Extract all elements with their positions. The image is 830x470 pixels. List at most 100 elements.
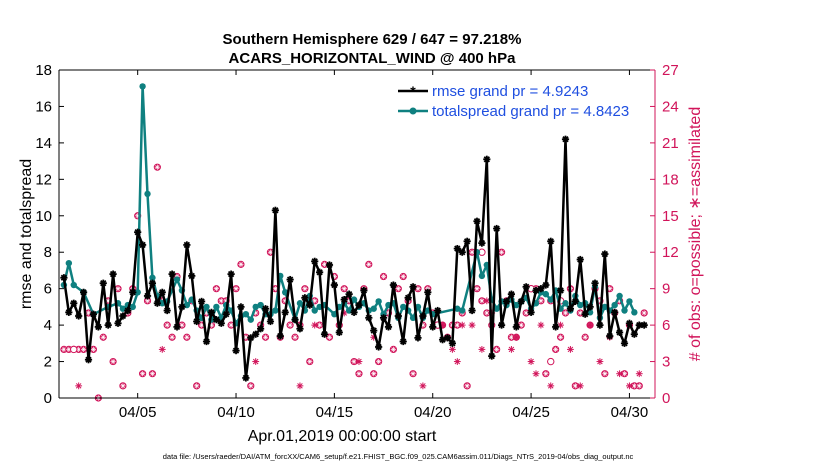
obs-assimilated-star: [355, 358, 363, 365]
spread-point: [65, 259, 73, 267]
obs-assimilated-point: [179, 322, 185, 328]
plot-area: [59, 70, 655, 398]
obs-assimilated-point: [464, 383, 470, 389]
obs-assimilated-point: [380, 273, 387, 280]
obs-assimilated-point: [149, 371, 156, 377]
rmse-point: [615, 328, 624, 336]
rmse-point: [404, 294, 412, 302]
rmse-point: [296, 325, 304, 333]
legend-spread-marker: [409, 107, 417, 115]
obs-assimilated-star: [576, 382, 584, 390]
obs-assimilated-star: [448, 346, 456, 353]
rmse-point: [153, 299, 161, 307]
rmse-point: [222, 310, 230, 318]
chart-title: Southern Hemisphere 629 / 647 = 97.218%: [223, 31, 522, 48]
rmse-point: [448, 339, 456, 347]
x-tick-label: 04/20: [414, 404, 452, 421]
rmse-point: [158, 288, 166, 296]
obs-assimilated-point: [636, 383, 642, 389]
spread-point: [311, 307, 318, 314]
obs-assimilated-point: [562, 310, 569, 316]
spread-point: [547, 296, 554, 303]
rmse-point: [306, 301, 314, 309]
rmse-point: [635, 321, 643, 329]
obs-assimilated-point: [400, 273, 406, 280]
rmse-point: [483, 155, 491, 163]
rmse-point: [611, 308, 619, 316]
rmse-point: [276, 332, 284, 340]
rmse-point: [379, 314, 388, 322]
rmse-point: [261, 305, 270, 313]
obs-assimilated-point: [543, 371, 549, 377]
y-tick-label: 8: [44, 244, 52, 261]
rmse-point: [606, 332, 614, 340]
spread-point: [370, 305, 377, 312]
y-right-tick-label: 3: [662, 354, 670, 371]
spread-point: [621, 307, 628, 314]
rmse-point: [198, 297, 206, 306]
spread-point: [513, 301, 520, 309]
obs-assimilated-point: [287, 322, 293, 328]
y-right-tick-label: 9: [662, 281, 670, 298]
obs-assimilated-point: [164, 322, 170, 328]
rmse-point: [340, 296, 348, 304]
y-right-tick-label: 6: [662, 317, 670, 334]
y-tick-label: 6: [44, 281, 52, 298]
spread-point: [350, 296, 358, 303]
y-tick-label: 4: [44, 317, 52, 334]
rmse-point: [119, 312, 127, 320]
rmse-point: [355, 301, 363, 309]
obs-assimilated-point: [602, 371, 608, 377]
rmse-point: [493, 224, 501, 233]
spread-point: [626, 298, 633, 305]
footer-note: data file: /Users/raeder/DAI/ATM_forcXX/…: [163, 452, 634, 461]
rmse-point: [512, 323, 520, 331]
obs-assimilated-star: [527, 358, 535, 365]
obs-assimilated-point: [85, 310, 92, 316]
rmse-point: [497, 321, 506, 329]
obs-assimilated-point: [154, 164, 160, 170]
rmse-point: [517, 297, 525, 306]
x-tick-label: 04/05: [119, 404, 157, 421]
rmse-point: [571, 297, 579, 306]
rmse-point: [70, 299, 78, 307]
rmse-point: [173, 323, 181, 331]
obs-assimilated-star: [547, 382, 555, 390]
spread-point: [247, 316, 254, 323]
obs-assimilated-star: [419, 382, 427, 390]
obs-assimilated-star: [252, 358, 260, 365]
obs-assimilated-star: [296, 382, 304, 390]
rmse-point: [291, 316, 299, 324]
obs-assimilated-point: [538, 298, 544, 304]
rmse-point: [566, 305, 575, 313]
spread-point: [577, 301, 584, 309]
obs-assimilated-point: [518, 322, 524, 328]
obs-assimilated-point: [302, 286, 308, 292]
spread-point: [493, 305, 500, 312]
rmse-point: [109, 270, 117, 278]
rmse-point: [227, 270, 235, 278]
rmse-point: [507, 290, 516, 298]
rmse-point: [129, 288, 137, 296]
rmse-point: [394, 312, 402, 320]
obs-assimilated-point: [248, 383, 254, 389]
rmse-point: [640, 321, 648, 329]
obs-assimilated-point: [479, 298, 485, 304]
chart-subtitle: ACARS_HORIZONTAL_WIND @ 400 hPa: [229, 50, 517, 67]
rmse-point: [188, 272, 196, 280]
obs-assimilated-star: [532, 370, 540, 378]
spread-point: [149, 274, 156, 281]
obs-assimilated-star: [158, 346, 166, 353]
legend-rmse-label: rmse grand pr = 4.9243: [432, 83, 588, 100]
y-right-tick-label: 15: [662, 208, 679, 225]
obs-assimilated-point: [115, 286, 121, 292]
rmse-point: [79, 288, 88, 296]
obs-assimilated-point: [582, 334, 588, 340]
obs-assimilated-star: [453, 358, 461, 365]
rmse-point: [453, 244, 461, 253]
obs-assimilated-point: [120, 383, 126, 389]
spread-point: [616, 292, 623, 300]
y-tick-label: 16: [35, 98, 52, 115]
rmse-point: [488, 352, 496, 360]
obs-assimilated-point: [184, 334, 190, 340]
